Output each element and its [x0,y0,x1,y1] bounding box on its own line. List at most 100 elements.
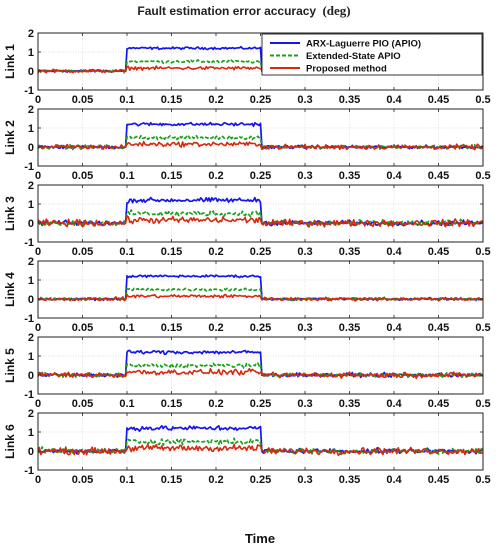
y-axis-label: Link 6 [3,424,17,459]
y-tick-label: -1 [24,85,34,97]
y-tick-label: 2 [28,180,34,192]
y-tick-label: 2 [28,256,34,268]
y-tick-label: 1 [28,351,34,363]
x-tick-label: 0.3 [297,170,312,182]
x-tick-label: 0.15 [161,170,182,182]
x-tick-label: 0.35 [339,246,360,258]
x-tick-label: 0.05 [72,322,93,334]
x-tick-label: 0.5 [475,246,490,258]
y-tick-label: 2 [28,408,34,420]
x-tick-label: 0.05 [72,474,93,486]
x-tick-label: 0.5 [475,170,490,182]
series-line [38,361,483,379]
x-tick-label: 0.1 [119,474,134,486]
subplot-4: 0 0.05 0.1 0.15 0.2 0.25 0.3 0.35 0.4 0.45 0.5-101… [3,256,491,334]
x-tick-label: 0.4 [386,246,402,258]
x-tick-label: 0.35 [339,170,360,182]
x-tick-label: 0.1 [119,246,134,258]
x-tick-label: 0.45 [428,474,449,486]
x-tick-label: 0.3 [297,474,312,486]
y-tick-label: 1 [28,275,34,287]
x-axis-label: Time [245,531,275,546]
y-tick-label: 1 [28,199,34,211]
x-tick-label: 0.2 [208,170,223,182]
y-axis-label: Link 1 [3,44,17,79]
x-tick-label: 0.45 [428,322,449,334]
x-tick-label: 0.35 [339,94,360,106]
subplot-5: 0 0.05 0.1 0.15 0.2 0.25 0.3 0.35 0.4 0.45 0.5-101… [3,332,491,410]
x-tick-label: 0.15 [161,246,182,258]
series-line [38,215,483,228]
x-tick-label: 0.25 [250,246,271,258]
x-tick-label: 0 [35,246,41,258]
x-tick-label: 0.25 [250,474,271,486]
x-tick-label: 0.05 [72,94,93,106]
chart-title: Fault estimation error accuracy (deg) [137,3,350,18]
x-tick-label: 0.5 [475,398,490,410]
x-tick-label: 0 [35,322,41,334]
y-tick-label: -1 [24,161,34,173]
y-tick-label: 2 [28,28,34,40]
legend-entry: Proposed method [306,64,387,75]
y-tick-label: -1 [24,313,34,325]
x-tick-label: 0.05 [72,246,93,258]
series-line [38,140,483,151]
chart-title-main: Fault estimation error accuracy [137,4,316,18]
subplot-2: 0 0.05 0.1 0.15 0.2 0.25 0.3 0.35 0.4 0.45 0.5-101… [3,104,491,182]
x-tick-label: 0.25 [250,322,271,334]
x-tick-label: 0.35 [339,398,360,410]
x-tick-label: 0.15 [161,94,182,106]
x-tick-label: 0.2 [208,322,223,334]
y-tick-label: 0 [28,142,34,154]
subplots: 0 0.05 0.1 0.15 0.2 0.25 0.3 0.35 0.4 0.45 0.5-101… [3,28,491,486]
x-tick-label: 0.2 [208,398,223,410]
x-tick-label: 0 [35,398,41,410]
y-axis-label: Link 4 [3,272,17,307]
x-tick-label: 0.2 [208,94,223,106]
x-tick-label: 0.3 [297,322,312,334]
x-tick-label: 0.4 [386,474,402,486]
subplot-3: 0 0.05 0.1 0.15 0.2 0.25 0.3 0.35 0.4 0.45 0.5-101… [3,180,491,258]
x-tick-label: 0.5 [475,322,490,334]
x-tick-label: 0.45 [428,170,449,182]
x-tick-label: 0.25 [250,94,271,106]
x-tick-label: 0.4 [386,398,402,410]
y-tick-label: -1 [24,389,34,401]
series-line [38,293,483,302]
y-tick-label: 1 [28,47,34,59]
x-tick-label: 0.45 [428,94,449,106]
x-tick-label: 0.45 [428,246,449,258]
legend-entry: ARX-Laguerre PIO (APIO) [306,39,421,50]
legend: ARX-Laguerre PIO (APIO)Extended-State AP… [261,33,483,76]
y-tick-label: 0 [28,218,34,230]
y-tick-label: 1 [28,427,34,439]
subplot-6: 0 0.05 0.1 0.15 0.2 0.25 0.3 0.35 0.4 0.45 0.5-101… [3,408,491,486]
x-tick-label: 0.5 [475,474,490,486]
y-tick-label: -1 [24,465,34,477]
x-tick-label: 0.15 [161,474,182,486]
x-tick-label: 0.3 [297,94,312,106]
x-tick-label: 0.45 [428,398,449,410]
x-tick-label: 0.25 [250,398,271,410]
y-tick-label: 0 [28,294,34,306]
x-tick-label: 0.05 [72,170,93,182]
y-axis-label: Link 3 [3,196,17,231]
y-tick-label: 2 [28,104,34,116]
x-tick-label: 0.4 [386,94,402,106]
y-axis-label: Link 2 [3,120,17,155]
chart-title-unit: (deg) [322,3,350,18]
x-tick-label: 0.35 [339,474,360,486]
x-tick-label: 0.25 [250,170,271,182]
x-tick-label: 0.3 [297,398,312,410]
x-tick-label: 0.35 [339,322,360,334]
series-line [38,443,483,457]
y-tick-label: 1 [28,123,34,135]
y-tick-label: 0 [28,446,34,458]
x-tick-label: 0.2 [208,246,223,258]
x-tick-label: 0.4 [386,170,402,182]
series-line [38,367,483,380]
y-tick-label: 0 [28,370,34,382]
x-tick-label: 0 [35,94,41,106]
y-tick-label: 2 [28,332,34,344]
